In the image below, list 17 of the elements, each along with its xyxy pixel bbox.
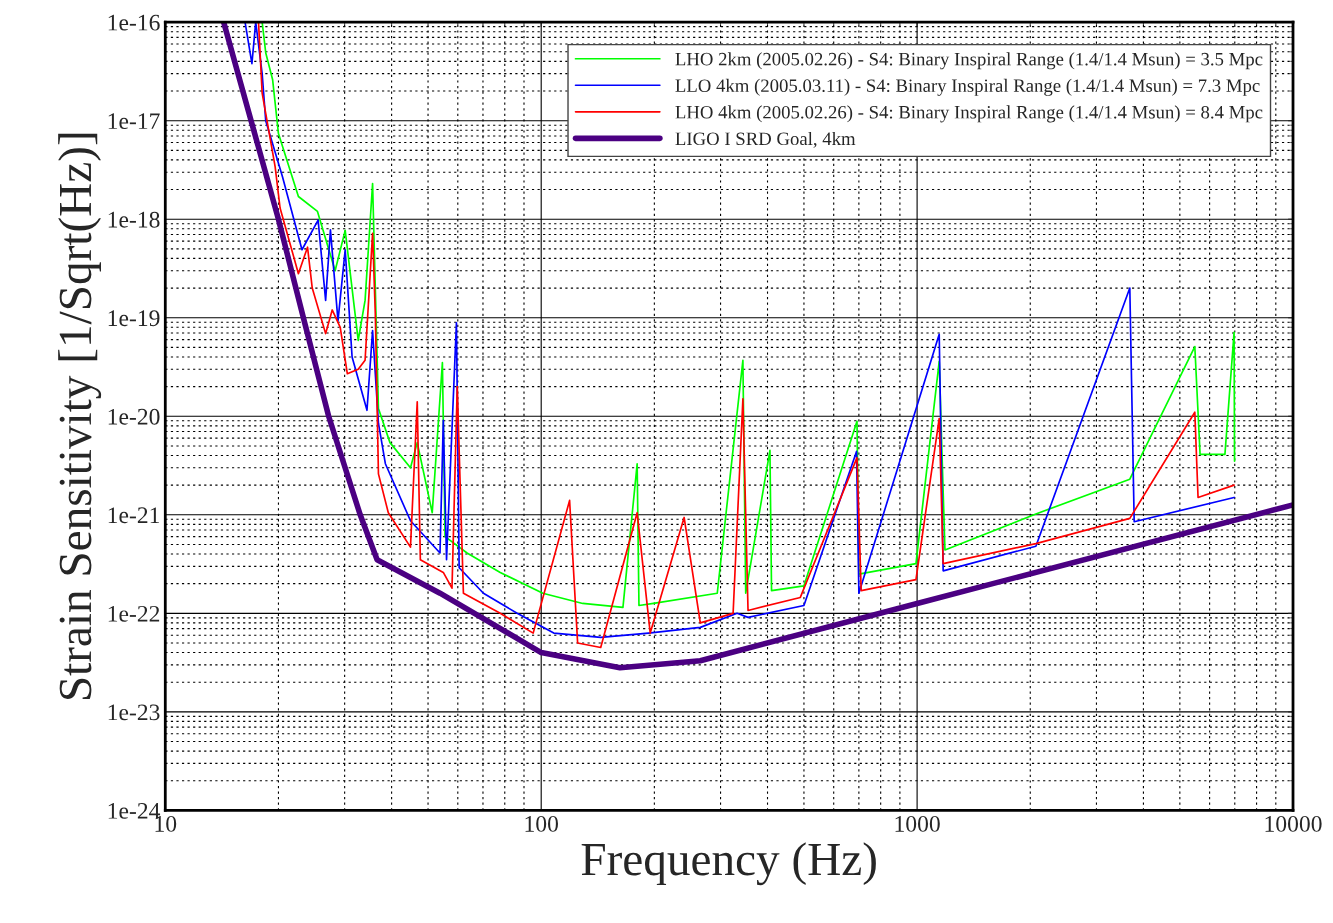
y-tick-label: 1e-23 [108, 704, 160, 721]
y-tick-label: 1e-22 [108, 605, 160, 622]
legend-label: LHO 4km (2005.02.26) - S4: Binary Inspiral Range (1.4/1.4 Msun) = 8.4 Mpc [675, 105, 1263, 123]
legend-label: LIGO I SRD Goal, 4km [675, 131, 856, 148]
y-tick-label: 1e-20 [108, 408, 160, 425]
x-tick-label: 100 [525, 815, 559, 832]
x-tick-label: 1000 [895, 815, 940, 832]
y-tick-label: 1e-18 [108, 211, 160, 228]
y-tick-label: 1e-21 [108, 507, 160, 524]
legend-label: LHO 2km (2005.02.26) - S4: Binary Inspiral Range (1.4/1.4 Msun) = 3.5 Mpc [675, 52, 1263, 70]
y-tick-label: 1e-19 [108, 310, 160, 327]
y-tick-label: 1e-16 [108, 14, 160, 31]
legend-label: LLO 4km (2005.03.11) - S4: Binary Inspiral Range (1.4/1.4 Msun) = 7.3 Mpc [675, 78, 1260, 96]
x-tick-label: 10000 [1265, 815, 1322, 832]
y-axis-title: Strain Sensitivity [1/Sqrt(Hz)] [58, 133, 102, 700]
y-tick-label: 1e-17 [108, 113, 160, 130]
x-axis-title: Frequency (Hz) [581, 842, 876, 886]
